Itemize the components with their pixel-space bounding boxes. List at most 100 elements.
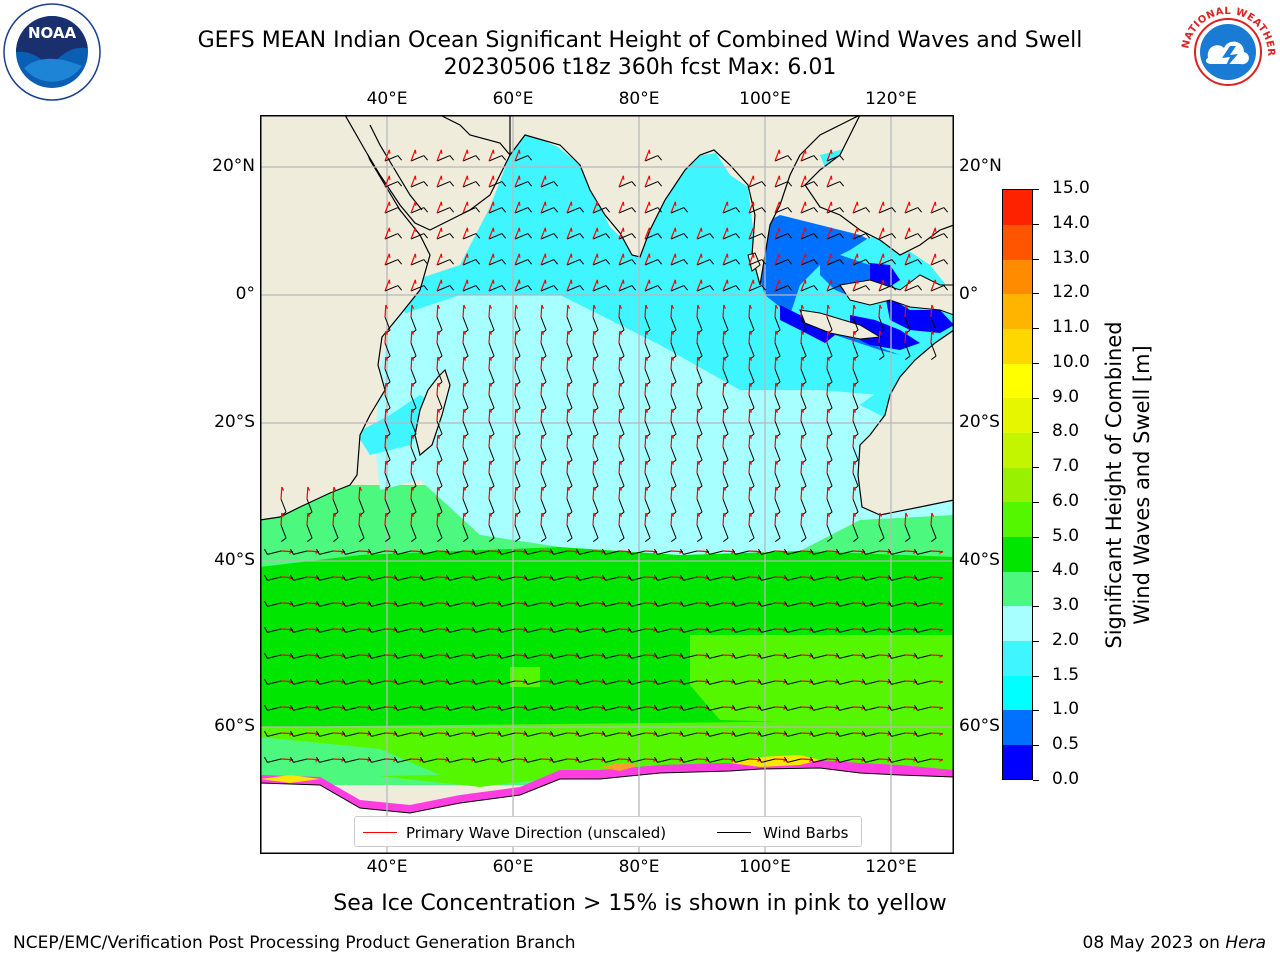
wind-barb-staff bbox=[774, 420, 781, 435]
wind-barb-flag bbox=[761, 207, 767, 213]
wave-arrow-head bbox=[645, 460, 649, 465]
wind-barb-flag bbox=[628, 704, 632, 711]
wave-direction-arrow bbox=[774, 149, 780, 162]
wind-barb-flag bbox=[657, 285, 663, 291]
wind-barb-staff bbox=[748, 368, 755, 383]
wave-direction-arrow bbox=[800, 201, 806, 214]
wind-barb-staff bbox=[319, 602, 334, 607]
wave-arrow-head bbox=[622, 279, 625, 284]
wind-barb-staff bbox=[618, 233, 633, 240]
lon-label-top-60e: 60°E bbox=[492, 89, 534, 109]
wind-barb-staff bbox=[839, 732, 854, 737]
wind-barb-flag bbox=[758, 574, 762, 581]
wind-barb-staff bbox=[462, 316, 469, 331]
wave-direction-arrow bbox=[436, 550, 450, 553]
wind-barb-staff bbox=[540, 498, 547, 513]
wind-barb-flag bbox=[628, 574, 632, 581]
wind-barb-flag bbox=[290, 756, 294, 763]
wind-barb-flag bbox=[501, 285, 507, 291]
wind-barb-staff bbox=[644, 207, 659, 214]
wave-arrow-head bbox=[544, 253, 547, 258]
wind-barb-flag bbox=[475, 181, 481, 187]
wave-direction-arrow bbox=[852, 680, 866, 683]
wind-barb-staff bbox=[852, 524, 859, 539]
wind-barb-flag bbox=[813, 285, 819, 291]
wave-arrow-head bbox=[440, 253, 443, 258]
wave-direction-arrow bbox=[592, 330, 595, 344]
wave-arrow-head bbox=[411, 382, 415, 387]
wave-direction-arrow bbox=[410, 732, 424, 735]
wave-direction-arrow bbox=[826, 706, 840, 709]
wave-direction-arrow bbox=[358, 628, 372, 631]
wind-barb-staff bbox=[501, 550, 516, 555]
wave-direction-arrow bbox=[826, 732, 840, 735]
wave-direction-arrow bbox=[514, 175, 520, 188]
wave-direction-arrow bbox=[410, 602, 424, 605]
wind-barb-staff bbox=[345, 576, 360, 581]
wave-direction-arrow bbox=[774, 550, 788, 553]
wave-arrow-head bbox=[437, 434, 441, 439]
wind-barb-staff bbox=[488, 394, 495, 409]
wave-direction-arrow bbox=[904, 680, 918, 683]
wind-barb-staff bbox=[644, 524, 651, 539]
wind-barb-staff bbox=[462, 446, 469, 461]
wave-arrow-head bbox=[359, 486, 363, 491]
wind-barb-flag bbox=[397, 259, 403, 265]
wave-arrow-head bbox=[440, 201, 443, 206]
wind-barb-flag bbox=[472, 652, 476, 659]
wave-arrow-head bbox=[466, 279, 469, 284]
wave-direction-arrow bbox=[488, 758, 502, 761]
wind-barb-staff bbox=[410, 472, 417, 487]
wind-barb-flag bbox=[836, 730, 840, 737]
wave-arrow-head bbox=[697, 304, 701, 309]
wind-barb-flag bbox=[862, 730, 866, 737]
wave-direction-arrow bbox=[826, 382, 829, 396]
wind-barb-flag bbox=[706, 600, 710, 607]
wind-barb-flag bbox=[917, 207, 923, 213]
wind-barb-staff bbox=[852, 233, 867, 240]
wind-barb-staff bbox=[592, 207, 607, 214]
wind-barb-staff bbox=[436, 394, 443, 409]
wave-arrow-head bbox=[411, 512, 415, 517]
wave-direction-arrow bbox=[332, 654, 346, 657]
wind-barb-flag bbox=[397, 233, 403, 239]
wind-barb-flag bbox=[397, 285, 403, 291]
wave-direction-arrow bbox=[384, 628, 398, 631]
wind-barb-staff bbox=[514, 446, 521, 461]
wave-arrow-head bbox=[697, 434, 701, 439]
wave-direction-arrow bbox=[618, 512, 621, 526]
wave-direction-arrow bbox=[540, 356, 543, 370]
wind-barb-staff bbox=[917, 758, 932, 763]
wind-barb-staff bbox=[410, 524, 417, 539]
wave-arrow-head bbox=[697, 512, 701, 517]
wave-arrow-head bbox=[830, 201, 833, 206]
wave-direction-arrow bbox=[748, 758, 762, 761]
wind-barb-flag bbox=[342, 730, 346, 737]
wind-barb-staff bbox=[930, 207, 945, 214]
wind-barb-staff bbox=[813, 602, 828, 607]
wind-barb-flag bbox=[784, 548, 788, 555]
wave-direction-arrow bbox=[878, 201, 884, 214]
wind-barb-flag bbox=[290, 548, 294, 555]
wave-arrow-head bbox=[489, 434, 493, 439]
colorbar-tick-label: 6.0 bbox=[1052, 490, 1080, 511]
wave-arrow-head bbox=[567, 512, 571, 517]
wind-barb-staff bbox=[501, 654, 516, 659]
wind-barb-staff bbox=[813, 758, 828, 763]
wave-direction-arrow bbox=[618, 486, 621, 500]
wind-barb-flag bbox=[732, 548, 736, 555]
wind-barb-staff bbox=[592, 342, 599, 357]
wind-barb-staff bbox=[397, 602, 412, 607]
wind-barb-flag bbox=[865, 207, 871, 213]
wave-arrow-head bbox=[593, 460, 597, 465]
wind-barb-flag bbox=[813, 155, 819, 161]
wind-barb-staff bbox=[488, 207, 503, 214]
wave-arrow-head bbox=[515, 434, 519, 439]
wave-direction-arrow bbox=[410, 304, 413, 318]
wave-direction-arrow bbox=[852, 732, 866, 735]
lon-label-top-100e: 100°E bbox=[739, 89, 791, 109]
wave-arrow-head bbox=[939, 733, 944, 736]
wave-direction-arrow bbox=[748, 550, 762, 553]
wave-direction-arrow bbox=[280, 550, 294, 553]
wind-barb-staff bbox=[579, 680, 594, 685]
